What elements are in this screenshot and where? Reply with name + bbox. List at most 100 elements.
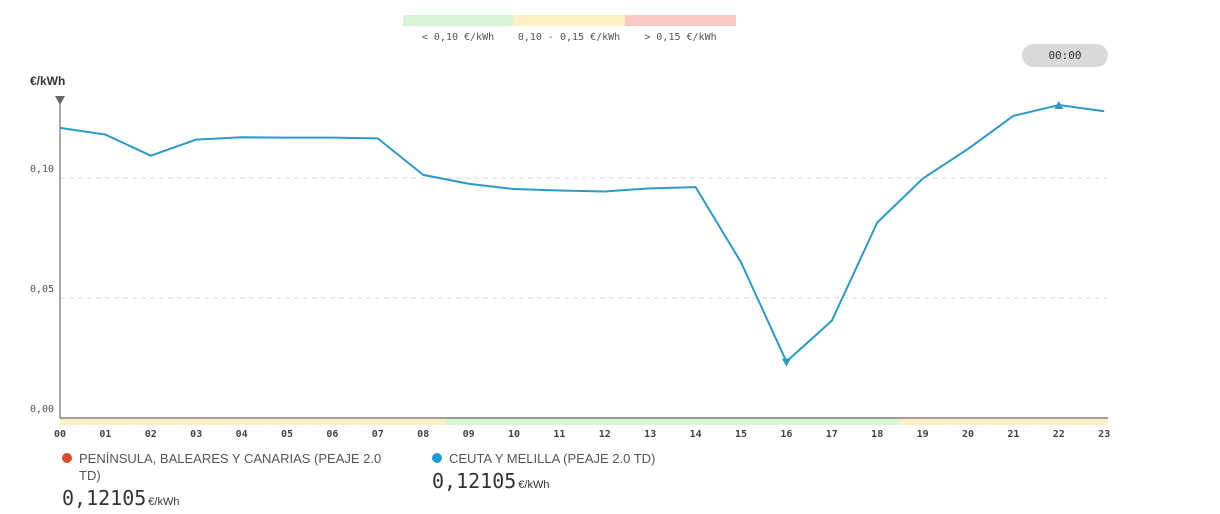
x-tick-label: 22 xyxy=(1053,429,1065,440)
hour-band xyxy=(582,419,628,425)
x-tick-label: 03 xyxy=(190,429,202,440)
price-block-peninsula: PENÍNSULA, BALEARES Y CANARIAS (PEAJE 2.… xyxy=(62,450,382,510)
legend-swatch-high xyxy=(625,15,736,26)
hour-band xyxy=(1036,419,1082,425)
x-tick-label: 00 xyxy=(54,429,66,440)
series-line xyxy=(59,104,1105,363)
series-point[interactable] xyxy=(737,258,745,266)
series-point[interactable] xyxy=(692,183,700,191)
series-point[interactable] xyxy=(56,124,64,132)
y-tick-labels: 0,00 0,05 0,10 xyxy=(30,164,54,415)
x-tick-label: 10 xyxy=(508,429,520,440)
series-point[interactable] xyxy=(873,219,881,227)
series-point[interactable] xyxy=(238,133,246,141)
legend-swatch-mid xyxy=(513,15,625,26)
price-unit-ceuta-melilla: €/kWh xyxy=(518,479,550,491)
hour-band xyxy=(60,419,83,425)
price-value-ceuta-melilla: 0,12105 xyxy=(432,469,517,493)
x-tick-label: 14 xyxy=(690,429,702,440)
x-tick-label: 07 xyxy=(372,429,384,440)
selected-hour-pill[interactable]: 00:00 xyxy=(1022,44,1108,67)
legend-label-mid: 0,10 - 0,15 €/kWh xyxy=(517,32,621,43)
x-tick-label: 15 xyxy=(735,429,747,440)
hour-band xyxy=(672,419,719,425)
hour-band xyxy=(809,419,855,425)
series-point[interactable] xyxy=(919,175,927,183)
series-point[interactable] xyxy=(510,185,518,193)
hour-band xyxy=(899,419,946,425)
x-tick-label: 04 xyxy=(236,429,248,440)
series-point[interactable] xyxy=(419,171,427,179)
x-tick-label: 17 xyxy=(826,429,838,440)
x-tick-label: 20 xyxy=(962,429,974,440)
ceuta-melilla-dot-icon xyxy=(432,453,442,463)
x-tick-label: 01 xyxy=(99,429,111,440)
hour-band xyxy=(309,419,356,425)
hour-band xyxy=(445,419,492,425)
price-block-ceuta-melilla: CEUTA Y MELILLA (PEAJE 2.0 TD) 0,12105 €/… xyxy=(432,450,762,493)
x-tick-label: 11 xyxy=(553,429,565,440)
series-point[interactable] xyxy=(101,131,109,139)
series-point[interactable] xyxy=(374,134,382,142)
series-point[interactable] xyxy=(601,187,609,195)
x-tick-label: 12 xyxy=(599,429,611,440)
hour-band xyxy=(763,419,810,425)
hour-band xyxy=(82,419,129,425)
peninsula-dot-icon xyxy=(62,453,72,463)
y-tick-label: 0,00 xyxy=(30,404,54,415)
hour-band xyxy=(990,419,1037,425)
series-points[interactable] xyxy=(56,101,1108,366)
hour-band xyxy=(854,419,900,425)
hour-cursor-icon[interactable] xyxy=(55,96,65,105)
x-tick-label: 09 xyxy=(463,429,475,440)
y-tick-label: 0,05 xyxy=(30,284,54,295)
x-tick-label: 05 xyxy=(281,429,293,440)
x-tick-label: 08 xyxy=(417,429,429,440)
series-point[interactable] xyxy=(1009,112,1017,120)
hour-band xyxy=(491,419,537,425)
hour-band xyxy=(264,419,310,425)
min-price-marker-icon xyxy=(781,358,791,367)
x-tick-label: 21 xyxy=(1007,429,1019,440)
legend-label-low: < 0,10 €/kWh xyxy=(421,32,495,43)
region-name-ceuta-melilla: CEUTA Y MELILLA (PEAJE 2.0 TD) xyxy=(449,451,656,466)
x-tick-label: 06 xyxy=(326,429,338,440)
price-range-legend: < 0,10 €/kWh 0,10 - 0,15 €/kWh > 0,15 €/… xyxy=(403,15,736,43)
hour-band xyxy=(1081,419,1108,425)
series-point[interactable] xyxy=(555,186,563,194)
hour-color-bands xyxy=(60,419,1108,425)
legend-swatch-low xyxy=(403,15,513,26)
series-point[interactable] xyxy=(192,136,200,144)
price-unit-peninsula: €/kWh xyxy=(148,496,180,508)
x-tick-label: 16 xyxy=(780,429,792,440)
y-tick-label: 0,10 xyxy=(30,164,54,175)
series-point[interactable] xyxy=(964,145,972,153)
hour-band xyxy=(128,419,174,425)
price-value-peninsula: 0,12105 xyxy=(62,486,147,510)
y-axis-label: €/kWh xyxy=(30,74,65,88)
hour-band xyxy=(718,419,764,425)
x-tick-label: 13 xyxy=(644,429,656,440)
hour-band xyxy=(536,419,583,425)
legend-label-high: > 0,15 €/kWh xyxy=(644,32,717,43)
series-point[interactable] xyxy=(646,184,654,192)
hour-band xyxy=(218,419,265,425)
hour-band xyxy=(945,419,991,425)
series-point[interactable] xyxy=(465,180,473,188)
hour-band xyxy=(627,419,673,425)
series-point[interactable] xyxy=(147,152,155,160)
x-tick-labels: 00 01 02 03 04 05 06 07 08 09 10 11 12 13 14 15 16 17 18 19… xyxy=(54,429,1110,440)
x-tick-label: 23 xyxy=(1098,429,1110,440)
region-name-peninsula: PENÍNSULA, BALEARES Y CANARIAS (PEAJE 2.… xyxy=(79,451,382,483)
hour-band xyxy=(355,419,401,425)
price-line-chart: €/kWh 0,00 0,05 0,10 00 01 02 03 04 05 06 07 08 09 1… xyxy=(30,74,1110,440)
hour-band xyxy=(400,419,446,425)
series-point[interactable] xyxy=(283,134,291,142)
series-point[interactable] xyxy=(328,134,336,142)
grid-lines xyxy=(60,177,1108,299)
series-point[interactable] xyxy=(828,317,836,325)
x-tick-label: 18 xyxy=(871,429,883,440)
x-tick-label: 19 xyxy=(917,429,929,440)
x-tick-label: 02 xyxy=(145,429,157,440)
series-point[interactable] xyxy=(1100,107,1108,115)
